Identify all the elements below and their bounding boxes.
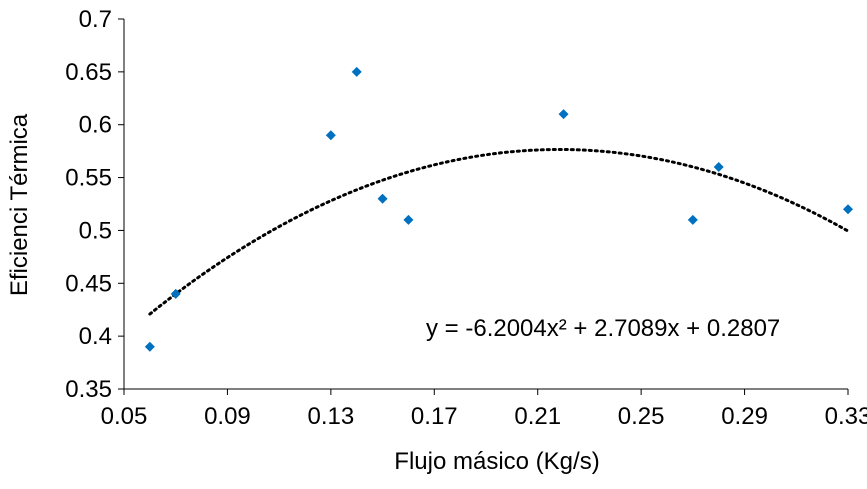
- data-point: [351, 66, 362, 77]
- y-axis-ticks: 0.35 0.4 0.45 0.5 0.55 0.6 0.65 0.7: [65, 6, 124, 403]
- y-tick-label: 0.45: [65, 270, 112, 297]
- x-tick-label: 0.21: [514, 403, 561, 430]
- x-axis-label: Flujo másico (Kg/s): [394, 448, 599, 475]
- y-tick-label: 0.4: [79, 323, 112, 350]
- trendline: [148, 147, 850, 316]
- y-tick-label: 0.35: [65, 376, 112, 403]
- data-point: [170, 288, 181, 299]
- y-axis-label: Eficienci Térmica: [6, 113, 33, 296]
- x-tick-label: 0.29: [721, 403, 768, 430]
- data-point: [403, 214, 414, 225]
- x-tick-label: 0.13: [307, 403, 354, 430]
- x-axis-ticks: 0.05 0.09 0.13 0.17 0.21 0.25 0.29 0.33: [101, 389, 867, 430]
- data-point: [713, 162, 724, 172]
- data-point: [843, 204, 853, 215]
- x-tick-label: 0.25: [618, 403, 665, 430]
- y-tick-label: 0.7: [79, 6, 112, 33]
- x-tick-label: 0.17: [411, 403, 458, 430]
- axes: 0.35 0.4 0.45 0.5 0.55 0.6 0.65 0.7 0.05 0.09 0.1…: [65, 6, 867, 430]
- x-tick-label: 0.09: [204, 403, 251, 430]
- y-tick-label: 0.65: [65, 59, 112, 86]
- data-point: [144, 341, 155, 352]
- data-point: [377, 193, 388, 204]
- x-tick-label: 0.33: [825, 403, 867, 430]
- y-tick-label: 0.6: [79, 112, 112, 139]
- data-point: [325, 130, 336, 141]
- y-tick-label: 0.5: [79, 217, 112, 244]
- data-point: [687, 214, 698, 225]
- x-tick-label: 0.05: [101, 403, 148, 430]
- y-tick-label: 0.55: [65, 165, 112, 192]
- data-point: [558, 109, 569, 120]
- data-points: [144, 66, 853, 352]
- trendline-equation: y = -6.2004x² + 2.7089x + 0.2807: [426, 315, 780, 342]
